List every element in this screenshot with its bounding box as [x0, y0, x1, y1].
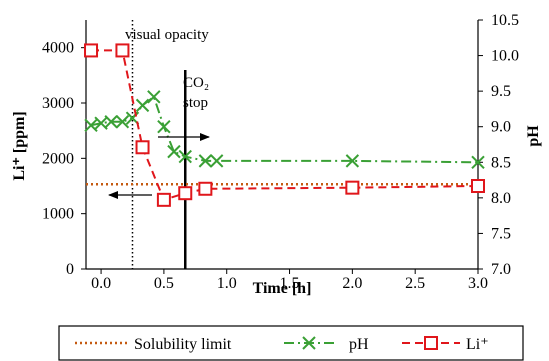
- x-tick-label: 3.0: [468, 275, 488, 292]
- ph-point: [84, 118, 98, 132]
- y-left-tick-label: 2000: [42, 150, 74, 167]
- ph-point: [167, 144, 181, 159]
- x-tick-label: 2.5: [405, 275, 425, 292]
- legend-marker-li: [424, 336, 438, 350]
- ph-point: [147, 90, 161, 104]
- ph-point: [178, 149, 192, 164]
- y-right-tick-label: 9.0: [491, 119, 511, 136]
- x-tick-label: 1.5: [280, 275, 300, 292]
- ph-point: [198, 154, 213, 168]
- ph-point: [115, 115, 130, 129]
- y-left-tick-labels: 0 1000 2000 3000 4000: [42, 40, 86, 278]
- y-left-axis-title: Li⁺ [ppm]: [11, 111, 28, 180]
- event-lines: [131, 20, 187, 269]
- y-left-tick-label: 3000: [42, 95, 74, 112]
- li-point: [115, 43, 130, 58]
- x-tick-label: 0.0: [91, 275, 111, 292]
- series-line-li: [91, 49, 479, 202]
- x-tick-labels: 0.0 0.5 1.0 1.5 2.0 2.5 3.0: [91, 269, 488, 292]
- legend-label-li: Li⁺: [466, 336, 489, 353]
- li-point: [345, 180, 360, 195]
- y-right-tick-label: 7.5: [491, 225, 511, 242]
- x-tick-label: 2.0: [342, 275, 362, 292]
- li-point: [84, 43, 99, 58]
- y-left-tick-label: 0: [66, 261, 74, 278]
- li-point: [178, 186, 193, 201]
- y-left-tick-label: 4000: [42, 40, 74, 57]
- legend-label-solubility: Solubility limit: [134, 336, 232, 353]
- ph-point: [471, 155, 485, 169]
- li-point: [156, 192, 171, 207]
- y-right-tick-label: 7.0: [491, 261, 511, 278]
- series-layer: [84, 43, 485, 207]
- plot-area: [85, 20, 479, 270]
- annotation-co2-line1: CO₂: [183, 75, 209, 91]
- y-right-tick-label: 8.0: [491, 190, 511, 207]
- ph-point: [104, 115, 118, 129]
- annotation-co2-line2: stop: [183, 95, 208, 111]
- li-point: [135, 140, 150, 155]
- y-right-axis-title: pH: [525, 125, 542, 147]
- ph-point: [157, 120, 171, 134]
- y-right-tick-label: 8.5: [491, 154, 511, 171]
- y-right-tick-label: 9.5: [491, 83, 511, 100]
- annotation-visual-opacity: visual opacity: [125, 27, 209, 43]
- y-left-tick-label: 1000: [42, 206, 74, 223]
- y-right-tick-labels: 7.0 7.5 8.0 8.5 9.0 9.5 10.0 10.5: [478, 12, 519, 278]
- legend-marker-ph: [302, 336, 316, 350]
- li-point: [471, 179, 485, 193]
- li-point: [198, 181, 213, 196]
- legend-label-ph: pH: [349, 336, 369, 353]
- ph-point: [209, 154, 224, 168]
- ph-point: [345, 154, 360, 168]
- y-right-tick-label: 10.5: [491, 12, 519, 29]
- x-axis-title: Time [h]: [253, 280, 312, 297]
- series-line-ph: [90, 95, 479, 164]
- ph-point: [135, 98, 150, 113]
- legend: Solubility limit pH Li⁺: [58, 325, 524, 361]
- y-right-tick-label: 10.0: [491, 48, 519, 65]
- x-tick-label: 0.5: [154, 275, 174, 292]
- x-tick-label: 1.0: [217, 275, 237, 292]
